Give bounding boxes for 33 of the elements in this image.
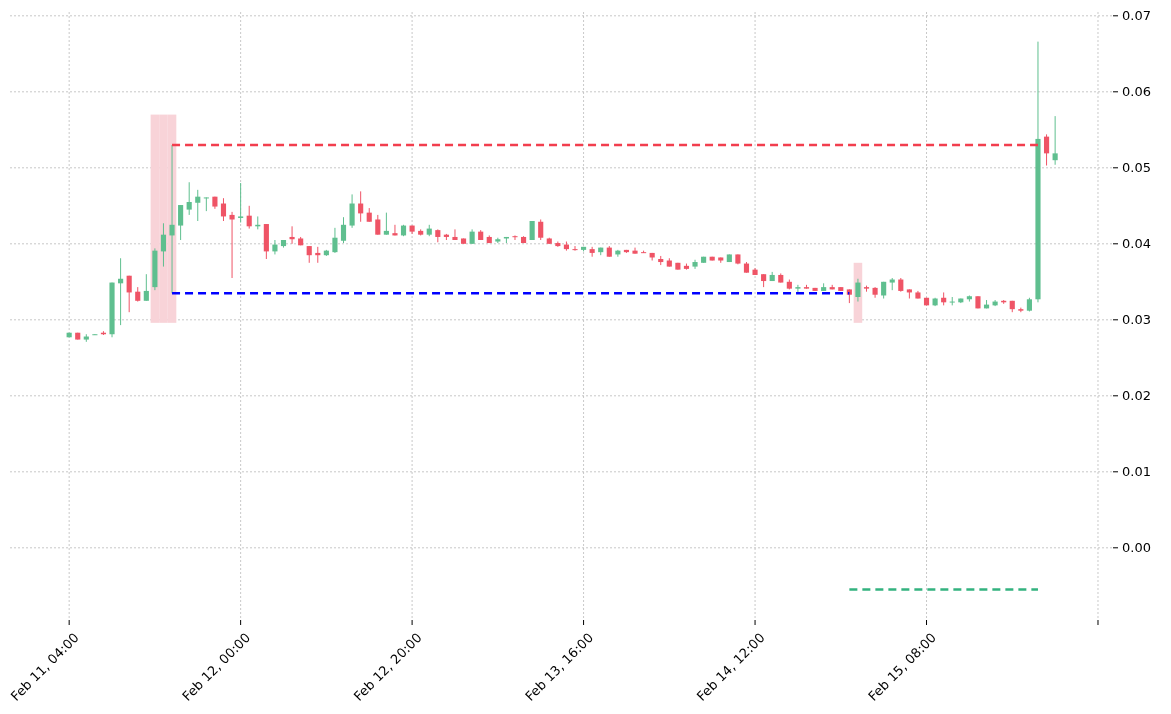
candlestick	[452, 228, 458, 241]
candlestick	[126, 275, 132, 313]
candlestick	[375, 214, 381, 236]
candlestick	[795, 284, 801, 293]
candlestick	[538, 218, 544, 241]
candlestick	[178, 204, 184, 241]
candlestick	[186, 181, 192, 216]
y-tick-label: 0.02	[1122, 388, 1151, 404]
y-tick-label: 0.06	[1122, 84, 1151, 100]
candlestick	[340, 216, 347, 244]
candlestick	[195, 189, 201, 222]
candlestick	[632, 247, 638, 255]
candlestick	[246, 205, 252, 230]
candlestick	[1043, 133, 1050, 167]
candlestick	[392, 224, 398, 236]
candlestick	[229, 211, 235, 279]
y-tick-label: 0.03	[1122, 312, 1151, 328]
y-tick-label: 0.05	[1122, 160, 1151, 176]
candlestick	[332, 227, 338, 254]
candlestick	[160, 222, 167, 268]
candlestick	[220, 197, 227, 222]
candlestick	[349, 193, 355, 229]
candlestick	[1052, 115, 1058, 166]
candlestick	[203, 196, 209, 212]
y-tick-label: 0.07	[1122, 8, 1151, 24]
candlestick	[383, 212, 389, 236]
candlestick	[238, 182, 244, 224]
y-tick-label: 0.00	[1122, 540, 1151, 556]
candlestick	[143, 273, 149, 302]
y-tick-label: 0.01	[1122, 464, 1151, 480]
y-tick-label: 0.04	[1122, 236, 1151, 252]
candlestick	[512, 234, 518, 241]
candlestick	[572, 245, 578, 252]
